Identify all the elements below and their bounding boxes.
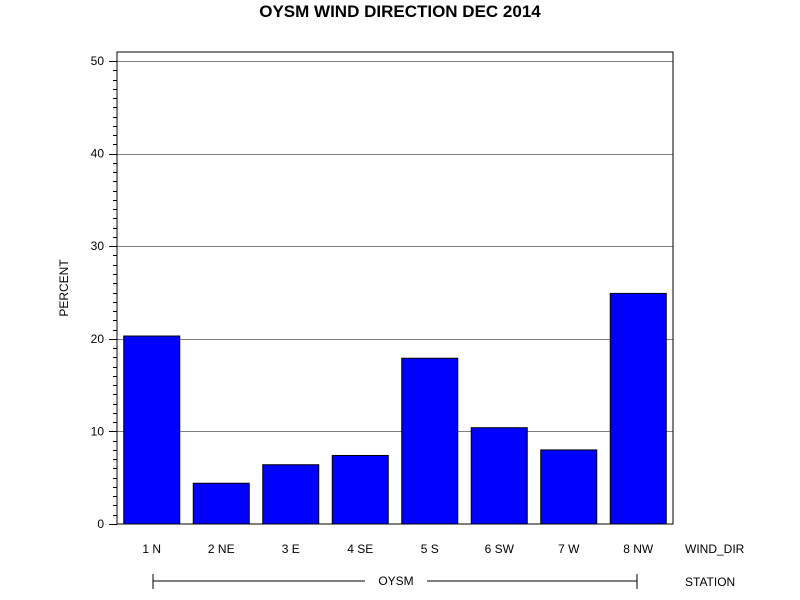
bar [401, 357, 459, 525]
y-tick-label: 30 [91, 239, 105, 253]
station-group-label: OYSM [378, 574, 413, 588]
gridlines [117, 61, 673, 432]
x-tick-label: 8 NW [623, 542, 654, 556]
x-axis-label: WIND_DIR [685, 542, 745, 556]
y-tick-label: 10 [91, 424, 105, 438]
x-tick-label: 7 W [558, 542, 580, 556]
y-tick-label: 40 [91, 147, 105, 161]
bars [123, 292, 667, 525]
bar [123, 335, 181, 525]
x-tick-label: 1 N [142, 542, 161, 556]
y-tick-label: 20 [91, 332, 105, 346]
x-tick-label: 2 NE [208, 542, 235, 556]
y-tick-label: 50 [91, 54, 105, 68]
bar [470, 427, 528, 525]
bar [540, 449, 598, 525]
y-axis: 0 10 20 30 40 50 [91, 54, 117, 531]
x-tick-labels: 1 N 2 NE 3 E 4 SE 5 S 6 SW 7 W 8 NW [142, 542, 654, 556]
x-tick-label: 5 S [421, 542, 439, 556]
bar [262, 464, 320, 525]
x-tick-label: 4 SE [347, 542, 373, 556]
y-tick-label: 0 [97, 517, 104, 531]
x-tick-label: 6 SW [485, 542, 515, 556]
station-axis-label: STATION [685, 575, 735, 589]
chart-title: OYSM WIND DIRECTION DEC 2014 [259, 2, 541, 21]
x-tick-label: 3 E [282, 542, 300, 556]
bar [609, 292, 667, 525]
bar [192, 482, 250, 525]
plot-frame [116, 51, 674, 525]
station-bracket: OYSM [152, 574, 638, 589]
y-axis-label: PERCENT [57, 259, 71, 317]
bar [331, 454, 389, 525]
